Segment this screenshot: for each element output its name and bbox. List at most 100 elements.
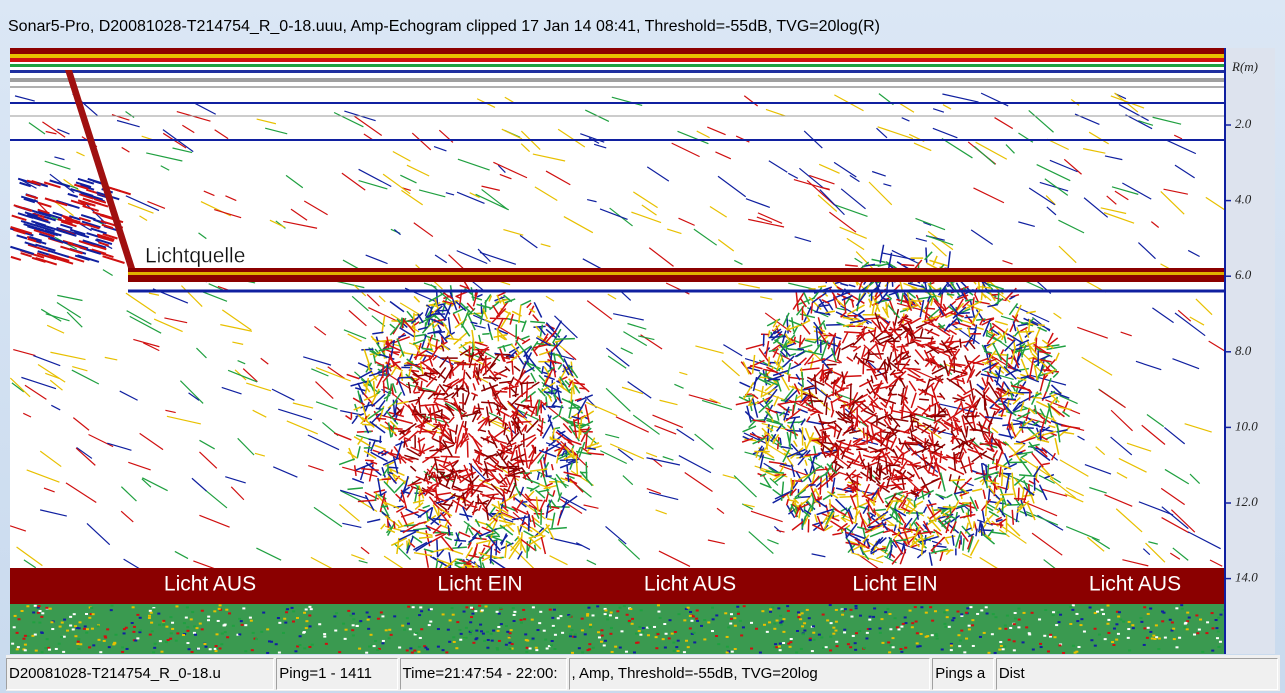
bottom-speck bbox=[943, 611, 946, 613]
bottom-speck bbox=[773, 628, 776, 630]
bottom-speck bbox=[1077, 646, 1080, 648]
bottom-speck bbox=[926, 635, 929, 637]
bottom-speck bbox=[935, 635, 938, 637]
bottom-speck bbox=[388, 629, 391, 631]
echo-trace bbox=[974, 521, 975, 528]
bottom-speck bbox=[1216, 637, 1219, 639]
bottom-speck bbox=[573, 636, 576, 638]
bottom-speck bbox=[801, 625, 804, 627]
bottom-speck bbox=[193, 632, 196, 634]
bottom-speck bbox=[1094, 645, 1097, 647]
bottom-speck bbox=[911, 622, 914, 624]
bottom-speck bbox=[469, 621, 472, 623]
bottom-speck bbox=[1057, 611, 1060, 613]
bottom-speck bbox=[296, 617, 299, 619]
bottom-speck bbox=[1107, 619, 1110, 621]
bottom-speck bbox=[801, 612, 804, 614]
bottom-speck bbox=[41, 612, 44, 614]
bottom-speck bbox=[673, 650, 676, 652]
bottom-speck bbox=[1147, 627, 1150, 629]
bottom-speck bbox=[1188, 617, 1191, 619]
bottom-speck bbox=[802, 633, 805, 635]
bottom-speck bbox=[965, 612, 968, 614]
bottom-speck bbox=[176, 632, 179, 634]
bottom-speck bbox=[936, 638, 939, 640]
bottom-speck bbox=[196, 627, 199, 629]
echo-trace bbox=[798, 349, 804, 350]
bottom-speck bbox=[763, 624, 766, 626]
bottom-speck bbox=[171, 622, 174, 624]
echo-trace bbox=[361, 349, 373, 350]
bottom-speck bbox=[1131, 624, 1134, 626]
bottom-speck bbox=[113, 642, 116, 644]
bottom-speck bbox=[266, 628, 269, 630]
bottom-speck bbox=[811, 650, 814, 652]
bottom-speck bbox=[916, 642, 919, 644]
bottom-speck bbox=[463, 611, 466, 613]
bottom-speck bbox=[946, 616, 949, 618]
echo-trace bbox=[830, 499, 831, 508]
bottom-speck bbox=[40, 631, 43, 633]
bottom-speck bbox=[44, 647, 47, 649]
bottom-speck bbox=[345, 629, 348, 631]
bottom-speck bbox=[629, 608, 632, 610]
bottom-speck bbox=[865, 637, 868, 639]
bottom-speck bbox=[976, 613, 979, 615]
bottom-speck bbox=[204, 646, 207, 648]
bottom-speck bbox=[733, 617, 736, 619]
bottom-speck bbox=[551, 640, 554, 642]
status-field: Dist bbox=[996, 658, 1278, 690]
echo-trace bbox=[581, 417, 582, 435]
bottom-speck bbox=[424, 647, 427, 649]
bottom-speck bbox=[160, 651, 163, 653]
bottom-speck bbox=[513, 620, 516, 622]
bottom-speck bbox=[491, 640, 494, 642]
bottom-speck bbox=[689, 627, 692, 629]
bottom-speck bbox=[240, 620, 243, 622]
bottom-speck bbox=[570, 629, 573, 631]
bottom-speck bbox=[479, 624, 482, 626]
echo-trace bbox=[955, 329, 962, 330]
bottom-speck bbox=[419, 637, 422, 639]
bottom-speck bbox=[880, 618, 883, 620]
bottom-speck bbox=[844, 608, 847, 610]
bottom-speck bbox=[536, 629, 539, 631]
bottom-speck bbox=[574, 633, 577, 635]
bottom-speck bbox=[1206, 621, 1209, 623]
bottom-speck bbox=[366, 611, 369, 613]
bottom-speck bbox=[123, 632, 126, 634]
bottom-speck bbox=[459, 639, 462, 641]
bottom-speck bbox=[406, 649, 409, 651]
echo-trace bbox=[943, 507, 957, 508]
bottom-speck bbox=[985, 606, 988, 608]
bottom-speck bbox=[525, 639, 528, 641]
bottom-speck bbox=[294, 650, 297, 652]
surface-band bbox=[10, 54, 1225, 58]
status-field: Ping=1 - 1411 bbox=[276, 658, 397, 690]
bottom-speck bbox=[1098, 634, 1101, 636]
status-field: Time=21:47:54 - 22:00: bbox=[400, 658, 567, 690]
bottom-speck bbox=[822, 614, 825, 616]
bottom-speck bbox=[32, 611, 35, 613]
bottom-speck bbox=[500, 623, 503, 625]
echo-trace bbox=[901, 265, 914, 266]
bottom-speck bbox=[207, 616, 210, 618]
bottom-speck bbox=[980, 609, 983, 611]
bottom-speck bbox=[726, 651, 729, 653]
bottom-speck bbox=[902, 623, 905, 625]
bottom-speck bbox=[242, 607, 245, 609]
bottom-speck bbox=[228, 612, 231, 614]
bottom-speck bbox=[69, 616, 72, 618]
bottom-speck bbox=[508, 637, 511, 639]
bottom-speck bbox=[1104, 638, 1107, 640]
bottom-speck bbox=[1083, 631, 1086, 633]
bottom-speck bbox=[356, 625, 359, 627]
bottom-speck bbox=[850, 609, 853, 611]
bottom-speck bbox=[868, 619, 871, 621]
bottom-speck bbox=[38, 605, 41, 607]
bottom-speck bbox=[241, 624, 244, 626]
bottom-speck bbox=[398, 646, 401, 648]
bottom-speck bbox=[186, 630, 189, 632]
bottom-speck bbox=[299, 635, 302, 637]
bottom-speck bbox=[1132, 627, 1135, 629]
